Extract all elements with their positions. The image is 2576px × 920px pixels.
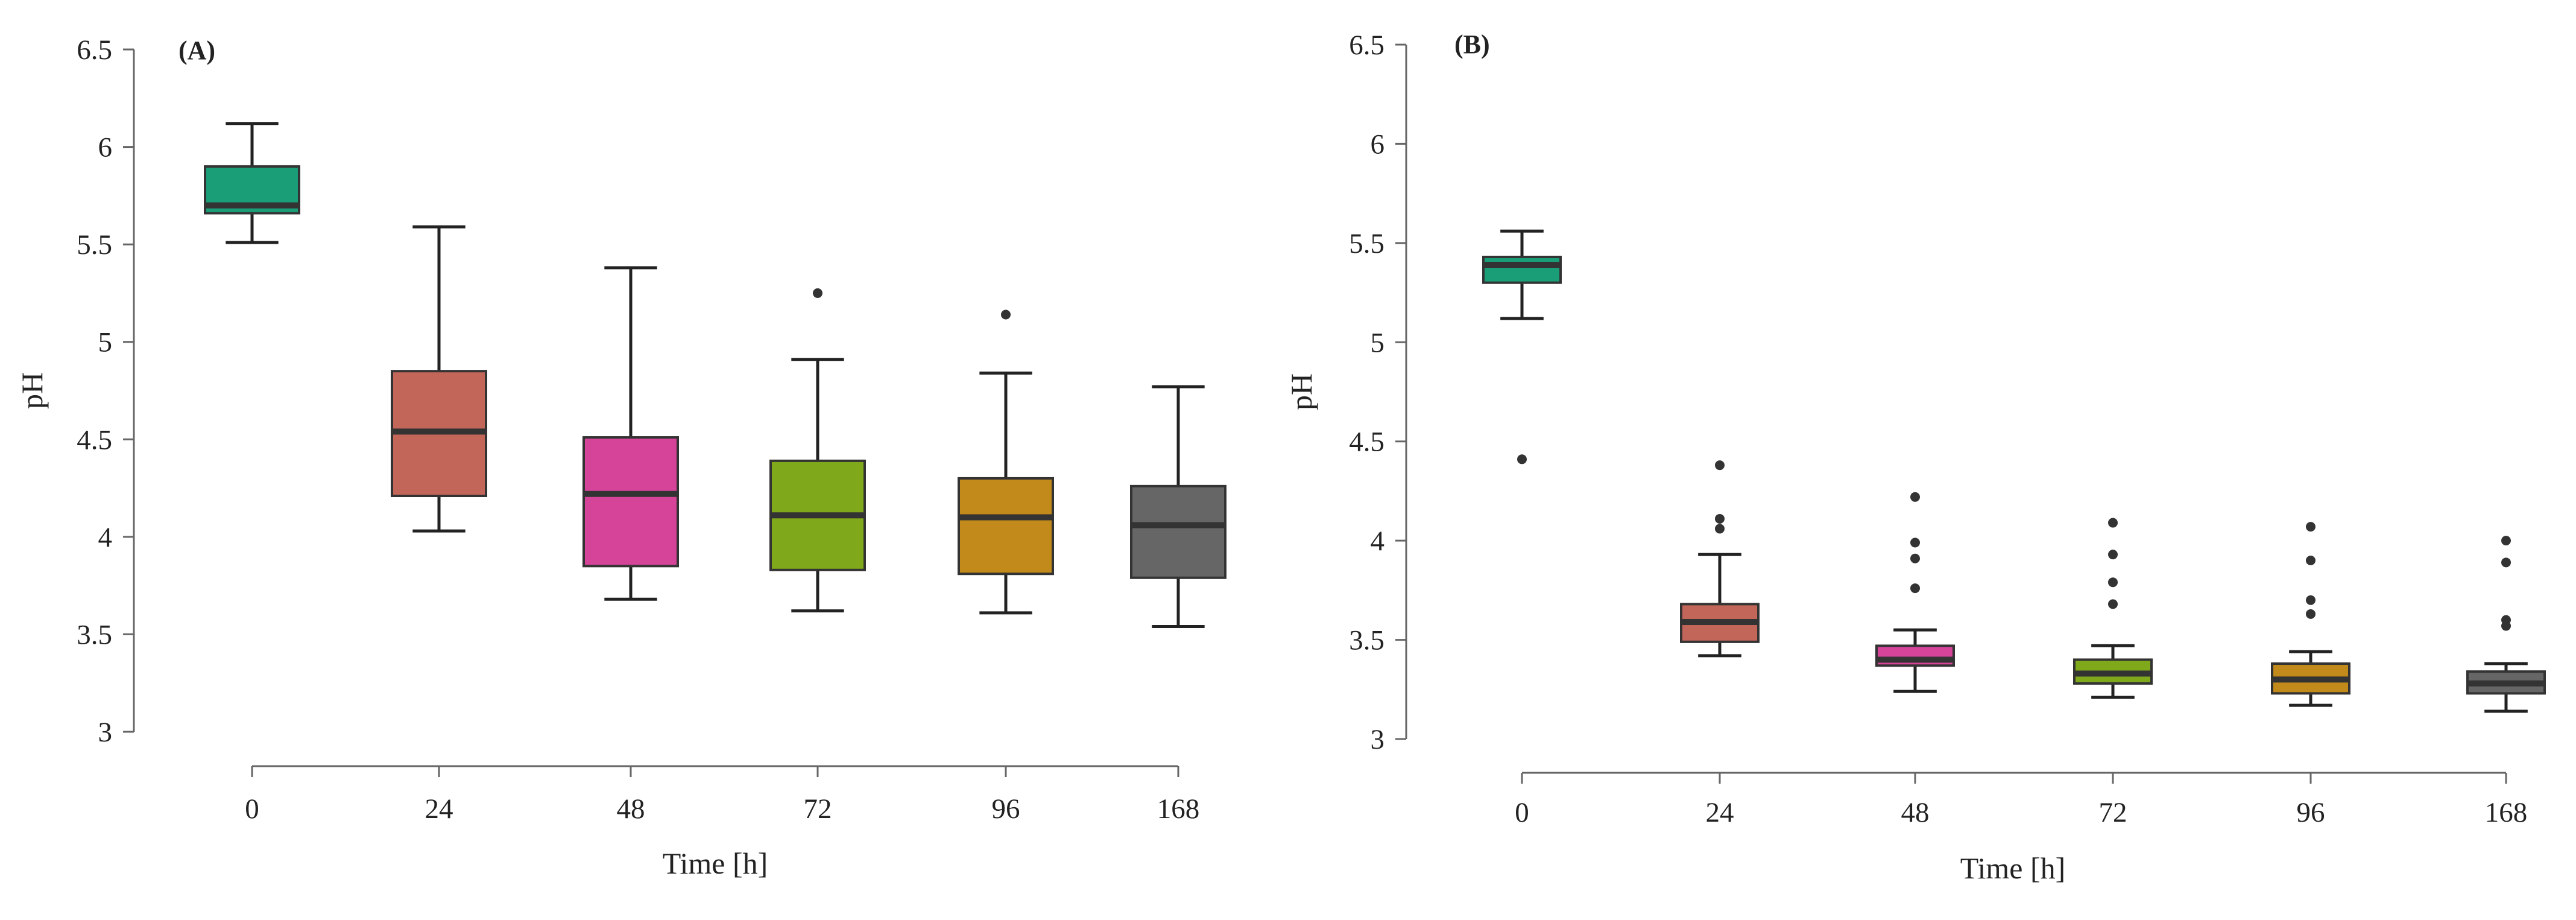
panel-label: (A) xyxy=(178,36,215,65)
outlier-point xyxy=(2501,536,2511,546)
outlier-point xyxy=(2306,556,2316,566)
y-tick-label: 4 xyxy=(98,522,113,553)
box-group-0 xyxy=(204,122,300,244)
x-axis-title: Time [h] xyxy=(663,846,768,880)
y-tick-label: 3.5 xyxy=(1349,625,1384,656)
y-tick-label: 6.5 xyxy=(77,34,112,66)
box-group-48 xyxy=(1875,492,1955,693)
y-tick-label: 5.5 xyxy=(1349,228,1384,259)
outlier-point xyxy=(2306,609,2316,619)
outlier-point xyxy=(1910,553,1920,563)
x-tick-label: 72 xyxy=(2099,797,2127,828)
outlier-point xyxy=(1910,492,1920,502)
outlier-point xyxy=(2108,550,2118,560)
x-tick-label: 168 xyxy=(1157,793,1200,825)
y-tick-label: 6.5 xyxy=(1349,30,1384,61)
outlier-point xyxy=(813,288,822,298)
box-group-96 xyxy=(958,309,1054,615)
y-tick-label: 4 xyxy=(1371,525,1385,557)
y-axis-title: pH xyxy=(1284,373,1318,410)
box-group-48 xyxy=(582,266,679,601)
y-tick-label: 4.5 xyxy=(1349,427,1384,458)
outlier-point xyxy=(1910,538,1920,548)
iqr-box xyxy=(1130,484,1226,579)
outlier-point xyxy=(1715,513,1725,524)
y-tick-label: 3 xyxy=(98,717,113,748)
panel-a: 3 3.5 4 4.5 5 5.5 6 6.5 0 24 48 72 96 168 Time [h] pH (A… xyxy=(15,34,1226,880)
outlier-point xyxy=(1910,583,1920,594)
outlier-point xyxy=(2108,518,2118,528)
outlier-point xyxy=(1715,524,1725,534)
y-tick-label: 4.5 xyxy=(77,424,112,455)
y-tick-label: 5.5 xyxy=(77,229,112,261)
outlier-point xyxy=(1001,309,1011,320)
iqr-box xyxy=(1482,255,1562,284)
x-tick-label: 72 xyxy=(804,793,832,825)
panel-label: (B) xyxy=(1454,30,1490,59)
y-tick-label: 5 xyxy=(1371,327,1385,358)
x-tick-label: 48 xyxy=(1901,797,1930,828)
x-tick-label: 48 xyxy=(617,793,645,825)
outlier-point xyxy=(1517,454,1527,465)
box-group-24 xyxy=(391,225,487,533)
x-tick-label: 168 xyxy=(2485,797,2528,828)
iqr-box xyxy=(958,477,1054,576)
box-group-72 xyxy=(2073,518,2153,699)
x-tick-label: 24 xyxy=(1706,797,1734,828)
outlier-point xyxy=(1715,460,1725,471)
y-tick-label: 5 xyxy=(98,327,113,358)
outlier-point xyxy=(2306,595,2316,605)
x-tick-label: 96 xyxy=(992,793,1020,825)
outlier-point xyxy=(2108,577,2118,588)
x-tick-label: 0 xyxy=(245,793,259,825)
x-tick-label: 96 xyxy=(2297,797,2325,828)
box-group-72 xyxy=(769,288,866,613)
x-tick-label: 0 xyxy=(1515,797,1529,828)
iqr-box xyxy=(582,436,679,568)
panel-b: 3 3.5 4 4.5 5 5.5 6 6.5 0 24 48 72 96 168 Time [h] pH (B… xyxy=(1284,30,2546,885)
outlier-point xyxy=(2108,599,2118,609)
y-tick-label: 3.5 xyxy=(77,619,112,650)
box-group-0 xyxy=(1482,229,1562,465)
box-group-96 xyxy=(2271,522,2350,707)
x-axis-title: Time [h] xyxy=(1960,851,2066,885)
outlier-point xyxy=(2306,522,2316,532)
y-axis-title: pH xyxy=(15,372,49,409)
box-group-168 xyxy=(2466,536,2546,713)
y-tick-label: 6 xyxy=(1371,128,1385,160)
outlier-point xyxy=(2501,615,2511,625)
x-tick-label: 24 xyxy=(425,793,453,825)
box-group-168 xyxy=(1130,385,1226,629)
outlier-point xyxy=(2501,557,2511,568)
y-tick-label: 6 xyxy=(98,132,113,163)
box-group-24 xyxy=(1680,460,1760,658)
y-tick-label: 3 xyxy=(1371,724,1385,755)
